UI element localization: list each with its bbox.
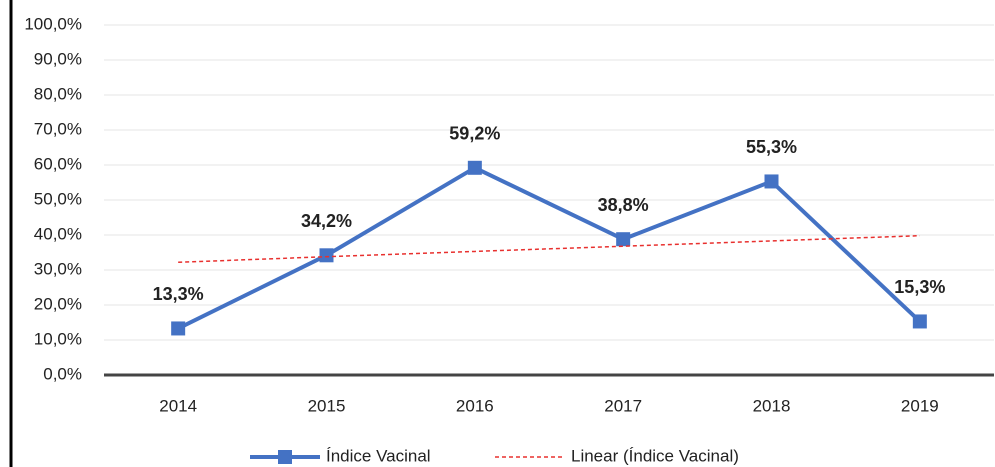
y-tick-label: 100,0% — [24, 14, 82, 33]
data-label: 59,2% — [449, 124, 500, 144]
y-tick-label: 70,0% — [34, 119, 82, 138]
y-tick-label: 0,0% — [43, 364, 82, 383]
y-tick-label: 60,0% — [34, 154, 82, 173]
marker — [319, 248, 334, 263]
marker — [912, 314, 927, 329]
legend-label: Índice Vacinal — [326, 446, 431, 465]
y-tick-label: 10,0% — [34, 329, 82, 348]
legend-marker — [278, 450, 292, 464]
marker — [467, 160, 482, 175]
data-label: 13,3% — [153, 284, 204, 304]
data-label: 15,3% — [894, 277, 945, 297]
y-tick-label: 20,0% — [34, 294, 82, 313]
x-tick-label: 2017 — [604, 396, 642, 415]
y-tick-label: 50,0% — [34, 189, 82, 208]
legend-label: Linear (Índice Vacinal) — [571, 446, 739, 465]
marker — [171, 321, 186, 336]
data-label: 34,2% — [301, 211, 352, 231]
trend-line — [178, 234, 920, 264]
series-line — [177, 165, 922, 331]
y-tick-label: 90,0% — [34, 49, 82, 68]
x-tick-label: 2019 — [901, 396, 939, 415]
marker — [616, 232, 631, 247]
x-tick-label: 2016 — [456, 396, 494, 415]
x-tick-label: 2014 — [159, 396, 197, 415]
data-label: 55,3% — [746, 137, 797, 157]
x-tick-label: 2015 — [308, 396, 346, 415]
x-tick-label: 2018 — [753, 396, 791, 415]
data-label: 38,8% — [598, 195, 649, 215]
marker — [764, 174, 779, 189]
y-tick-label: 40,0% — [34, 224, 82, 243]
y-tick-label: 30,0% — [34, 259, 82, 278]
y-tick-label: 80,0% — [34, 84, 82, 103]
